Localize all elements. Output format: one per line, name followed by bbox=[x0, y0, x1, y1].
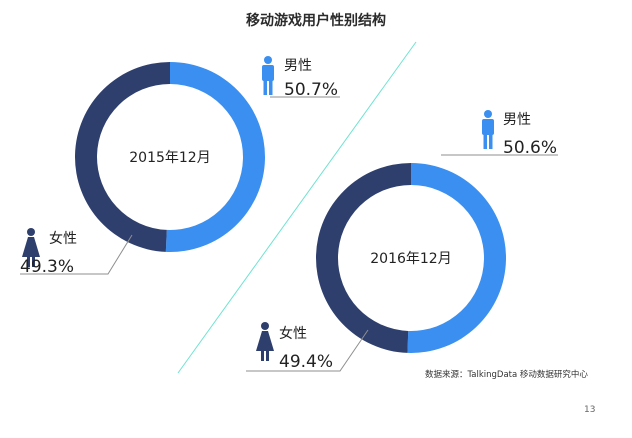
leader-line-female bbox=[246, 329, 369, 372]
chart-title: 移动游戏用户性别结构 bbox=[246, 13, 386, 29]
slice-name-male: 男性 bbox=[284, 58, 312, 74]
page-number: 13 bbox=[584, 405, 596, 415]
data-label-female: 49.3% bbox=[20, 257, 74, 277]
source-note: 数据来源：TalkingData 移动数据研究中心 bbox=[425, 370, 588, 380]
leader-line-female bbox=[20, 234, 133, 275]
slice-female bbox=[74, 62, 170, 252]
slice-male bbox=[407, 163, 506, 353]
diagonal-divider bbox=[177, 41, 417, 374]
data-label-male: 50.7% bbox=[284, 80, 338, 100]
male-person-icon bbox=[262, 56, 274, 95]
center-label: 2016年12月 bbox=[370, 251, 451, 267]
male-person-icon bbox=[482, 110, 494, 149]
slice-male bbox=[165, 62, 265, 253]
female-person-icon bbox=[22, 228, 40, 267]
slice-name-male: 男性 bbox=[503, 112, 531, 128]
slice-name-female: 女性 bbox=[49, 230, 77, 247]
slice-female bbox=[315, 163, 411, 353]
data-label-female: 49.4% bbox=[279, 352, 333, 372]
female-person-icon bbox=[256, 322, 274, 361]
slice-name-female: 女性 bbox=[279, 325, 307, 342]
data-label-male: 50.6% bbox=[503, 138, 557, 158]
center-label: 2015年12月 bbox=[129, 150, 210, 166]
